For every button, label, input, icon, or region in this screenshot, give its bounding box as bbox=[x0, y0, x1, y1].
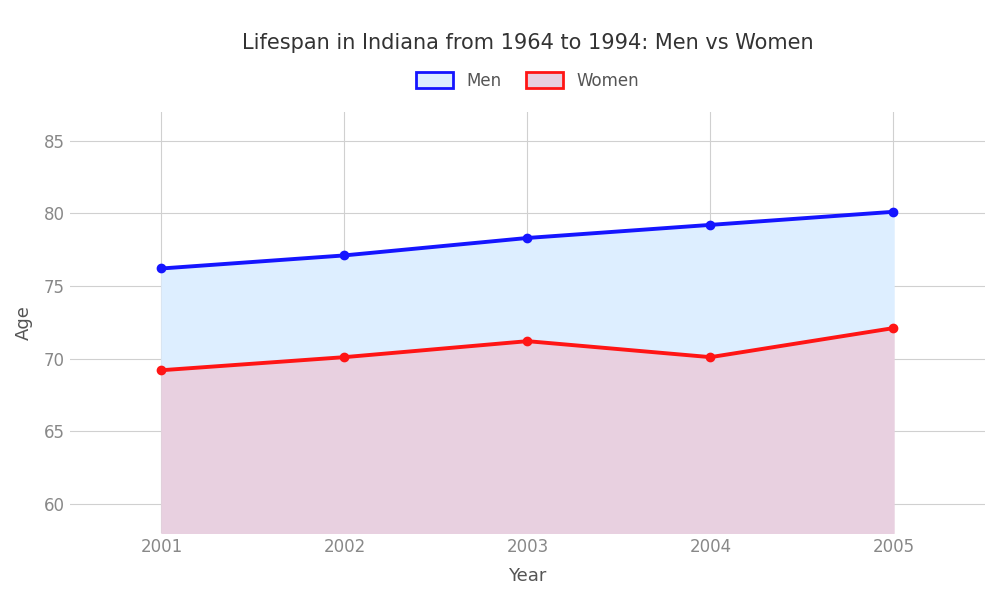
X-axis label: Year: Year bbox=[508, 567, 547, 585]
Legend: Men, Women: Men, Women bbox=[409, 65, 646, 97]
Y-axis label: Age: Age bbox=[15, 305, 33, 340]
Title: Lifespan in Indiana from 1964 to 1994: Men vs Women: Lifespan in Indiana from 1964 to 1994: M… bbox=[242, 33, 813, 53]
